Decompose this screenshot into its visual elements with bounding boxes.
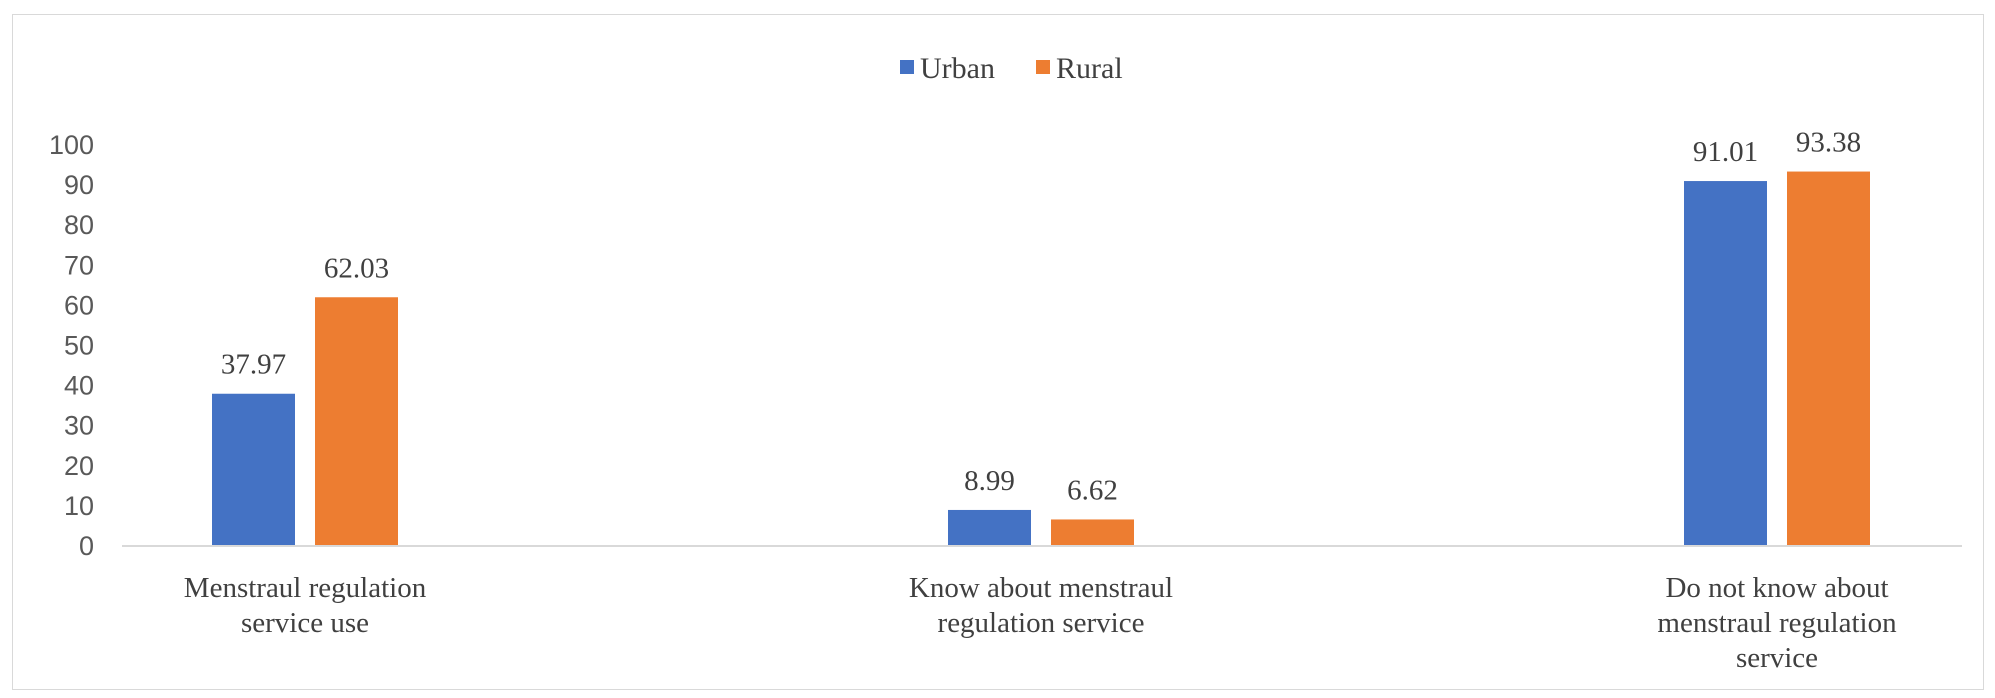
y-tick-label: 0	[79, 531, 94, 561]
y-tick-label: 10	[64, 491, 94, 521]
data-label-rural: 6.62	[1067, 474, 1118, 506]
x-axis: Menstraul regulation service use Know abou…	[122, 545, 1962, 674]
data-label-urban: 91.01	[1693, 136, 1758, 168]
bar-urban	[212, 393, 295, 546]
category-label: Menstraul regulation service use	[184, 572, 427, 639]
bar-urban	[1684, 181, 1767, 546]
y-axis: 0 10 20 30 40 50 60 70 80 90 100	[49, 130, 94, 561]
y-tick-label: 80	[64, 210, 94, 240]
category-label: Do not know about menstraul regulation ser…	[1657, 572, 1897, 674]
legend-swatch-urban	[900, 60, 914, 74]
category-label: Know about menstraul regulation service	[909, 572, 1173, 639]
y-tick-label: 50	[64, 331, 94, 361]
y-tick-label: 40	[64, 371, 94, 401]
bar-rural	[315, 297, 398, 546]
bar-urban	[948, 509, 1031, 546]
data-label-urban: 8.99	[964, 465, 1015, 497]
legend-label-rural: Rural	[1056, 52, 1123, 85]
bar-rural	[1787, 171, 1870, 546]
y-tick-label: 100	[49, 130, 94, 160]
y-tick-label: 70	[64, 250, 94, 280]
y-tick-label: 20	[64, 451, 94, 481]
data-label-rural: 93.38	[1796, 127, 1861, 159]
data-label-rural: 62.03	[324, 252, 389, 284]
bars	[212, 171, 1870, 546]
bar-rural	[1051, 519, 1134, 546]
y-tick-label: 90	[64, 170, 94, 200]
legend: Urban Rural	[900, 52, 1123, 85]
y-tick-label: 30	[64, 411, 94, 441]
data-labels: 37.97 62.03 8.99 6.62 91.01 93.38	[221, 127, 1861, 507]
legend-swatch-rural	[1036, 60, 1050, 74]
data-label-urban: 37.97	[221, 349, 286, 381]
legend-label-urban: Urban	[920, 52, 995, 85]
y-tick-label: 60	[64, 290, 94, 320]
